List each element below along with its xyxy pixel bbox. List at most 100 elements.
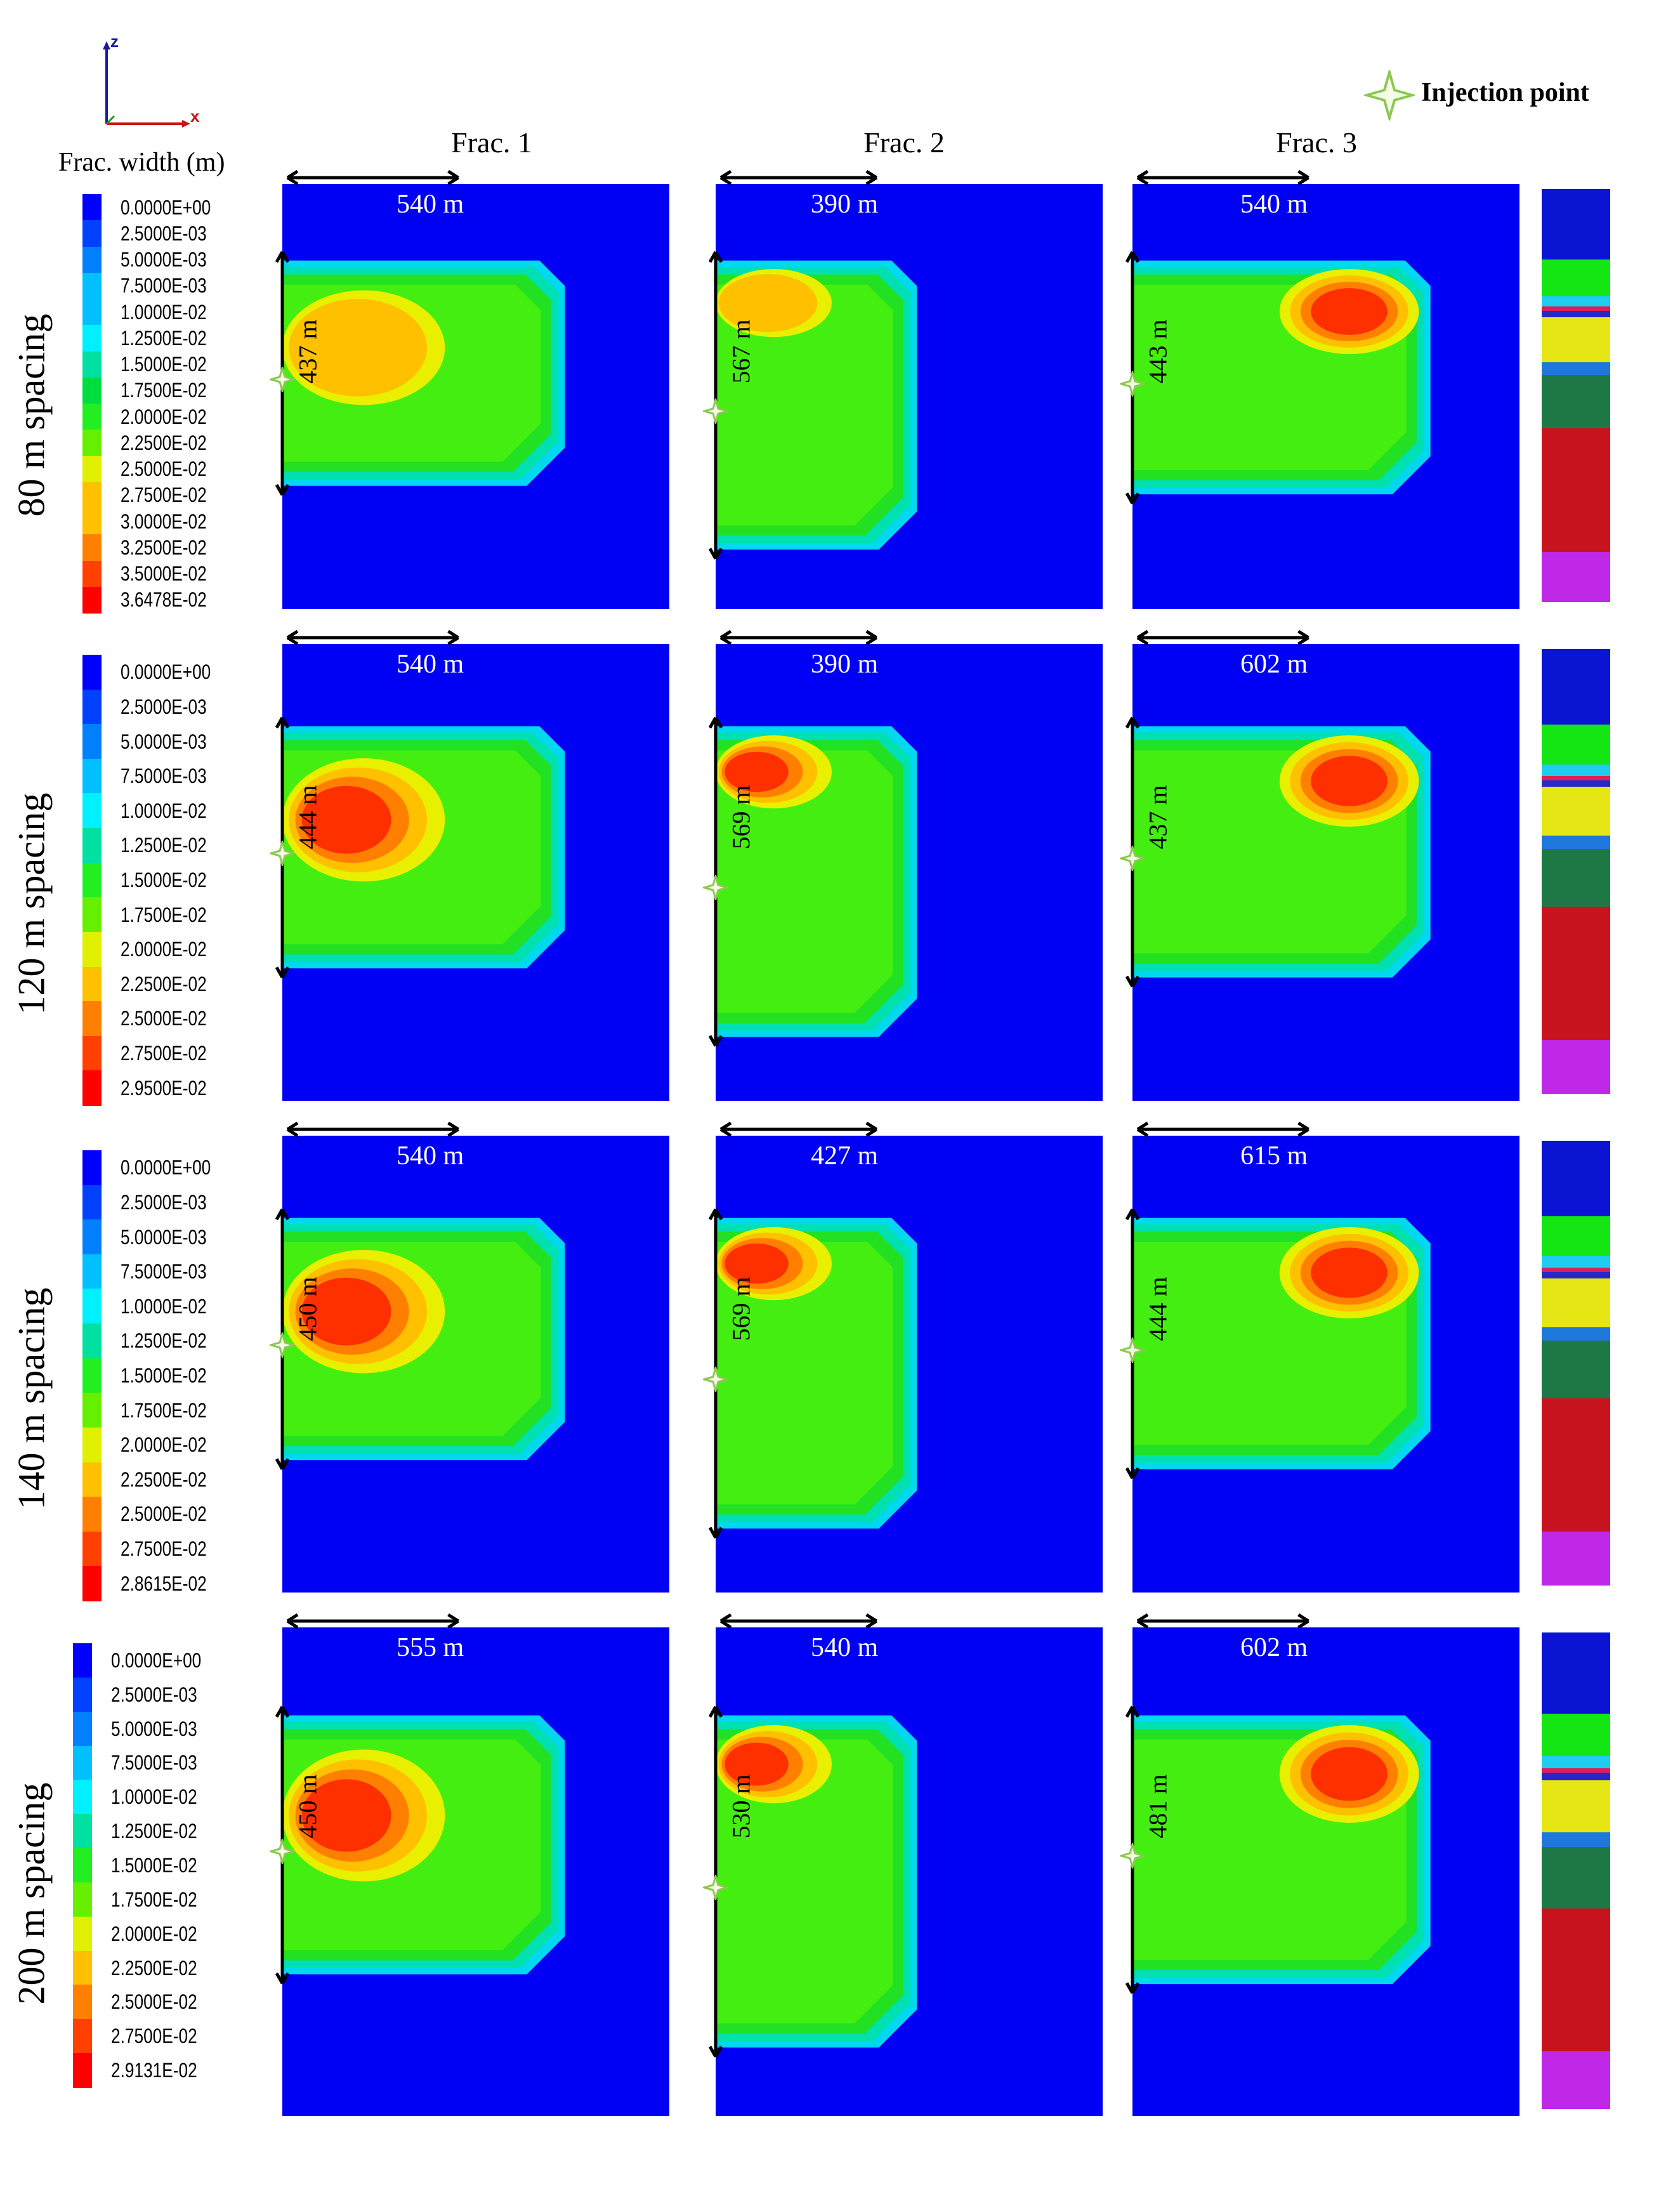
legend-value: 2.5000E-03: [121, 221, 207, 245]
star-icon: [1364, 70, 1415, 121]
legend-value: 1.2500E-02: [121, 834, 207, 857]
legend-value: 2.2500E-02: [111, 1956, 197, 1980]
legend-swatch: [82, 404, 102, 431]
column-header-frac-1: Frac. 1: [451, 126, 532, 159]
legend-swatch: [82, 1358, 102, 1394]
injection-point-star-icon: [1120, 845, 1145, 871]
legend-swatch: [82, 194, 102, 221]
legend-value: 2.2500E-02: [121, 1468, 207, 1491]
fracture-width-contour: [716, 1218, 917, 1529]
legend-swatch: [82, 966, 102, 1002]
layer-segment: [1542, 765, 1610, 777]
frac-length-label: 615 m: [1240, 1141, 1308, 1171]
legend-value: 2.0000E-02: [121, 938, 207, 961]
legend-value: 2.5000E-03: [121, 1190, 207, 1214]
layer-segment: [1542, 787, 1610, 836]
legend-value: 2.8615E-02: [121, 1572, 207, 1595]
frac-length-label: 540 m: [811, 1633, 879, 1662]
injection-point-star-icon: [270, 841, 295, 867]
length-arrow-icon: [286, 169, 459, 186]
legend-swatch: [82, 1150, 102, 1186]
injection-point-star-icon: [1120, 1337, 1145, 1363]
frac-height-label: 481 m: [1143, 1773, 1172, 1839]
frac-height-label: 437 m: [293, 319, 322, 384]
fracture-panel-r3-c3: 615 m 444 m: [1132, 1136, 1519, 1593]
legend-value: 3.5000E-02: [121, 562, 207, 586]
axis-x-label: x: [190, 107, 200, 126]
layer-segment: [1542, 1278, 1610, 1328]
layer-segment: [1542, 306, 1610, 312]
fracture-panel-r4-c3: 602 m 481 m: [1132, 1627, 1519, 2116]
fracture-width-contour: [1132, 260, 1431, 495]
legend-swatch: [73, 1643, 92, 1678]
frac-length-label: 390 m: [811, 190, 879, 219]
legend-value: 1.7500E-02: [121, 379, 207, 402]
layer-segment: [1542, 362, 1610, 376]
legend-swatch: [82, 724, 102, 759]
fracture-width-contour: [282, 260, 565, 486]
frac-height-label: 450 m: [293, 1276, 322, 1341]
row-label-200: 200 m spacing: [10, 1782, 53, 2005]
legend-swatch: [73, 2019, 92, 2054]
contour-band: [716, 284, 893, 526]
layer-segment: [1542, 1908, 1610, 2052]
layer-segment: [1542, 775, 1610, 781]
legend-swatch: [82, 351, 102, 378]
legend-title: Frac. width (m): [58, 148, 225, 177]
legend-value: 1.2500E-02: [121, 1329, 207, 1353]
legend-value: 7.5000E-03: [121, 765, 207, 788]
fracture-width-contour: [716, 726, 917, 1037]
fracture-width-contour: [1132, 726, 1431, 978]
frac-length-label: 540 m: [397, 650, 464, 679]
legend-value: 2.5000E-02: [121, 1502, 207, 1526]
frac-height-label: 450 m: [293, 1773, 322, 1839]
legend-swatch: [82, 246, 102, 273]
layer-segment: [1542, 259, 1610, 297]
legend-value: 1.5000E-02: [111, 1854, 197, 1877]
legend-swatch: [73, 2053, 92, 2088]
injection-point-star-icon: [270, 367, 295, 393]
legend-value: 1.0000E-02: [121, 1294, 207, 1318]
legend-swatch: [82, 1185, 102, 1221]
legend-swatch: [73, 1848, 92, 1883]
hot-spot: [725, 1742, 789, 1786]
layer-segment: [1542, 1327, 1610, 1341]
legend-swatch: [82, 655, 102, 690]
layer-strip: [1542, 1632, 1610, 2109]
injection-point-star-icon: [270, 1332, 295, 1358]
legend-value: 5.0000E-03: [121, 248, 207, 272]
fracture-panel-r1-c1: 540 m 437 m: [282, 184, 669, 609]
layer-segment: [1542, 1832, 1610, 1848]
legend-swatch: [82, 560, 102, 588]
legend-value: 1.5000E-02: [121, 869, 207, 891]
fracture-panel-r1-c2: 390 m 567 m: [716, 184, 1103, 609]
injection-point-label: Injection point: [1421, 78, 1589, 107]
legend-value: 1.5000E-02: [121, 1364, 207, 1387]
layer-segment: [1542, 849, 1610, 907]
frac-length-label: 602 m: [1240, 1633, 1308, 1662]
frac-height-label: 569 m: [726, 1276, 756, 1341]
legend-swatch: [82, 862, 102, 898]
legend-value: 7.5000E-03: [121, 1260, 207, 1284]
layer-segment: [1542, 836, 1610, 850]
layer-segment: [1542, 296, 1610, 308]
hot-spot: [301, 785, 391, 854]
layer-segment: [1542, 1713, 1610, 1757]
layer-segment: [1542, 1141, 1610, 1217]
layer-segment: [1542, 1768, 1610, 1774]
frac-length-label: 540 m: [1240, 190, 1308, 219]
length-arrow-icon: [1136, 1613, 1309, 1629]
length-arrow-icon: [719, 1121, 878, 1138]
length-arrow-icon: [719, 169, 878, 186]
fracture-width-contour: [282, 1218, 565, 1461]
fracture-width-contour: [1132, 1715, 1431, 1985]
column-header-frac-3: Frac. 3: [1276, 126, 1357, 159]
layer-segment: [1542, 1341, 1610, 1399]
legend-value: 2.9131E-02: [111, 2059, 197, 2082]
colorbar-legend-120: 0.0000E+00 2.5000E-03 5.0000E-03 7.5000E-03…: [82, 655, 254, 1106]
hot-spot: [301, 1779, 391, 1852]
legend-value: 3.0000E-02: [121, 509, 207, 533]
legend-value: 1.2500E-02: [121, 326, 207, 350]
frac-length-label: 540 m: [397, 190, 464, 219]
legend-swatch: [73, 1985, 92, 2020]
